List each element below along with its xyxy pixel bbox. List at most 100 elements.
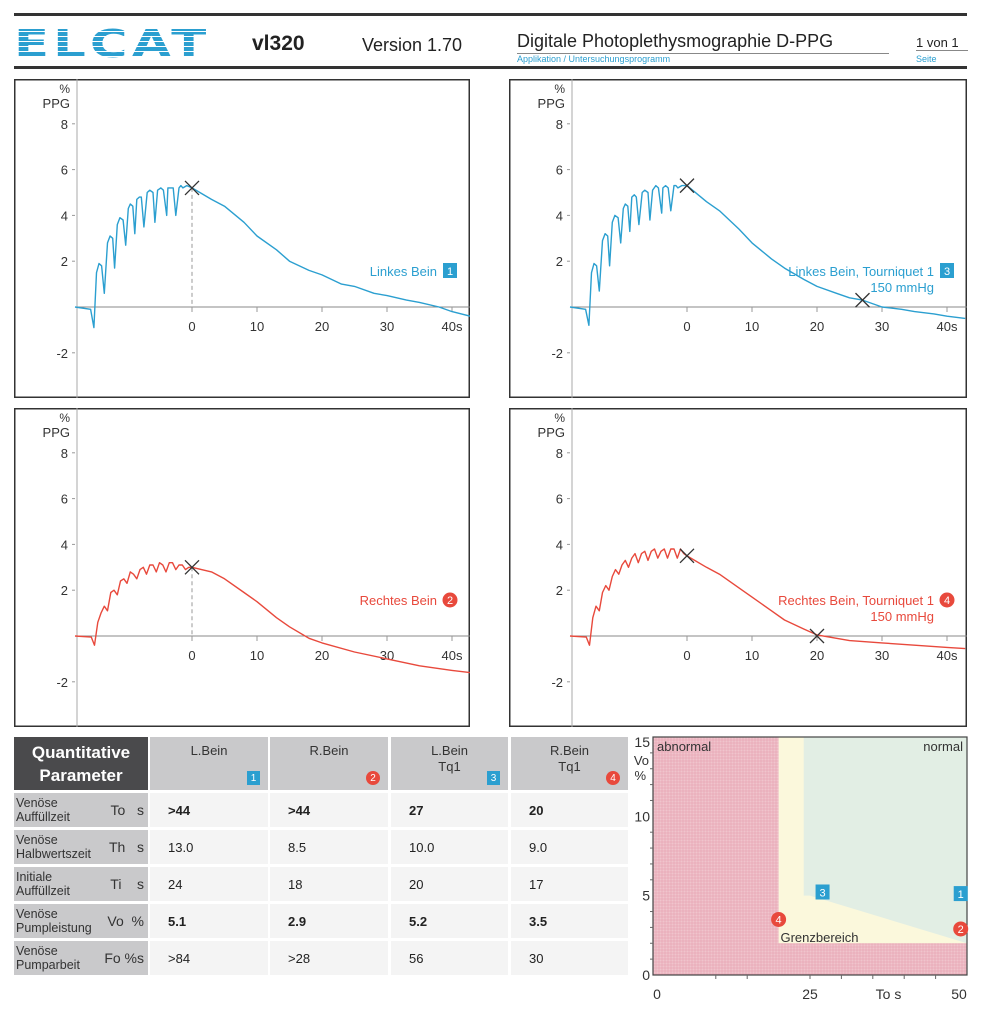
x-marker [855, 292, 870, 308]
row-name-line: Halbwertszeit [16, 847, 92, 861]
y-axis-label: PPG [538, 425, 565, 440]
ppg-curve [569, 548, 966, 650]
x-tick-label: 30 [875, 319, 889, 334]
y-tick-label: -2 [551, 675, 563, 690]
x-marker [679, 548, 695, 564]
cell-value: 18 [288, 876, 303, 892]
y-axis-label: PPG [43, 96, 70, 111]
ppg-curve [74, 184, 470, 329]
ppg-chart-left-leg-tourniquet: %PPG 8 6 4 2 -2 0 10 20 30 40s 3 Linkes Bein, Tourni… [509, 79, 967, 398]
column-badge: 4 [606, 771, 620, 785]
y-tick-label: -2 [56, 675, 68, 690]
row-name: Venöse Pumpleistung [16, 907, 92, 935]
x-tick-label: 40s [442, 319, 463, 334]
table-title-line: Parameter [39, 765, 123, 785]
table-cell: >44 [270, 793, 388, 827]
x-tick-label: 40s [442, 648, 463, 663]
row-symbol: Ti s [110, 876, 144, 892]
row-header: Venöse Pumparbeit Fo %s [14, 941, 148, 975]
series-badge-label: 3 [944, 266, 950, 278]
y-tick-label: 2 [61, 254, 68, 269]
data-point-1-square [953, 886, 968, 902]
x-tick-label: 0 [683, 319, 690, 334]
y-unit-label: % [554, 82, 565, 96]
column-header-line: R.Bein [549, 743, 590, 758]
table-title: Quantitative Parameter [14, 737, 148, 790]
row-name: Initiale Auffüllzeit [16, 870, 70, 898]
column-header-label: R.Bein [309, 743, 348, 759]
chart-frame [14, 79, 470, 398]
ppg-chart-right-leg: %PPG 8 6 4 2 -2 0 10 20 30 40s 2 Rechtes Bein [14, 408, 470, 727]
cell-value: 30 [529, 950, 544, 966]
data-point-1-label: 1 [958, 889, 964, 901]
series-label: Linkes Bein [370, 264, 437, 279]
page-number: 1 von 1 [916, 35, 968, 51]
row-name: Venöse Auffüllzeit [16, 796, 70, 824]
row-header: Initiale Auffüllzeit Ti s [14, 867, 148, 901]
cell-value: >44 [288, 802, 311, 818]
ppg-chart-left-leg: %PPG 8 6 4 2 -2 0 10 20 30 40s 1 Linkes Bein [14, 79, 470, 398]
table-cell: 8.5 [270, 830, 388, 864]
y-tick-label: 4 [556, 537, 563, 552]
x-tick-label: 30 [380, 648, 394, 663]
y-tick-label: 2 [61, 583, 68, 598]
cell-value: 27 [409, 802, 424, 818]
y-unit-label: % [554, 411, 565, 425]
series-sublabel: 150 mmHg [870, 280, 934, 295]
ppg-curve [74, 561, 470, 674]
row-name: Venöse Pumparbeit [16, 944, 80, 972]
x-tick-label: 25 [802, 986, 818, 1002]
cell-value: 5.2 [409, 913, 428, 929]
y-axis-label: PPG [43, 425, 70, 440]
data-point-2-label: 2 [958, 924, 964, 936]
chart-frame [14, 408, 470, 727]
y-tick-label: 4 [556, 208, 563, 223]
normal-region [803, 737, 967, 944]
elcat-logo: ELCAT [14, 22, 211, 66]
row-header: Venöse Pumpleistung Vo % [14, 904, 148, 938]
column-header: R.Bein 2 [270, 737, 388, 790]
column-header-label: L.Bein [191, 743, 228, 759]
table-cell: >28 [270, 941, 388, 975]
x-tick-label: 10 [745, 648, 759, 663]
classification-chart: abnormal normal Grenzbereich 0 5 10 15 Vo% 0 25 50… [634, 734, 969, 1002]
table-cell: 24 [150, 867, 268, 901]
x-tick-label: 10 [250, 319, 264, 334]
y-tick-label: -2 [56, 346, 68, 361]
table-cell: 9.0 [511, 830, 628, 864]
y-tick-label: 6 [61, 163, 68, 178]
series-badge-label: 1 [447, 266, 453, 278]
cell-value: 56 [409, 950, 424, 966]
x-tick-label: 20 [315, 648, 329, 663]
column-header-label: L.Bein Tq1 [431, 743, 468, 775]
normal-label: normal [923, 739, 963, 754]
column-header: L.Bein Tq1 3 [391, 737, 508, 790]
column-badge: 3 [487, 771, 500, 785]
x-tick-label: 10 [250, 648, 264, 663]
column-header: R.Bein Tq1 4 [511, 737, 628, 790]
x-marker [184, 180, 200, 196]
row-name-line: Initiale [16, 870, 53, 884]
cell-value: 24 [168, 876, 183, 892]
series-sublabel: 150 mmHg [870, 609, 934, 624]
y-tick-label: 0 [642, 967, 650, 983]
column-header-line: Tq1 [438, 759, 461, 774]
x-marker [184, 559, 200, 575]
report-title: Digitale Photoplethysmographie D-PPG [517, 31, 889, 54]
series-label: Rechtes Bein, Tourniquet 1 [778, 593, 934, 608]
row-symbol: To s [110, 802, 144, 818]
series-badge-circle [442, 592, 458, 608]
table-cell: >44 [150, 793, 268, 827]
column-badge: 1 [247, 771, 260, 785]
cell-value: 2.9 [288, 913, 307, 929]
x-marker [679, 178, 695, 194]
data-point-4-circle [771, 911, 787, 927]
ppg-curve [569, 184, 966, 327]
y-axis-label: PPG [538, 96, 565, 111]
y-tick-label: 4 [61, 208, 68, 223]
y-tick-label: 6 [556, 492, 563, 507]
series-label: Rechtes Bein [360, 593, 437, 608]
row-name-line: Pumparbeit [16, 958, 80, 972]
row-name-line: Auffüllzeit [16, 810, 70, 824]
x-marker [809, 628, 825, 644]
